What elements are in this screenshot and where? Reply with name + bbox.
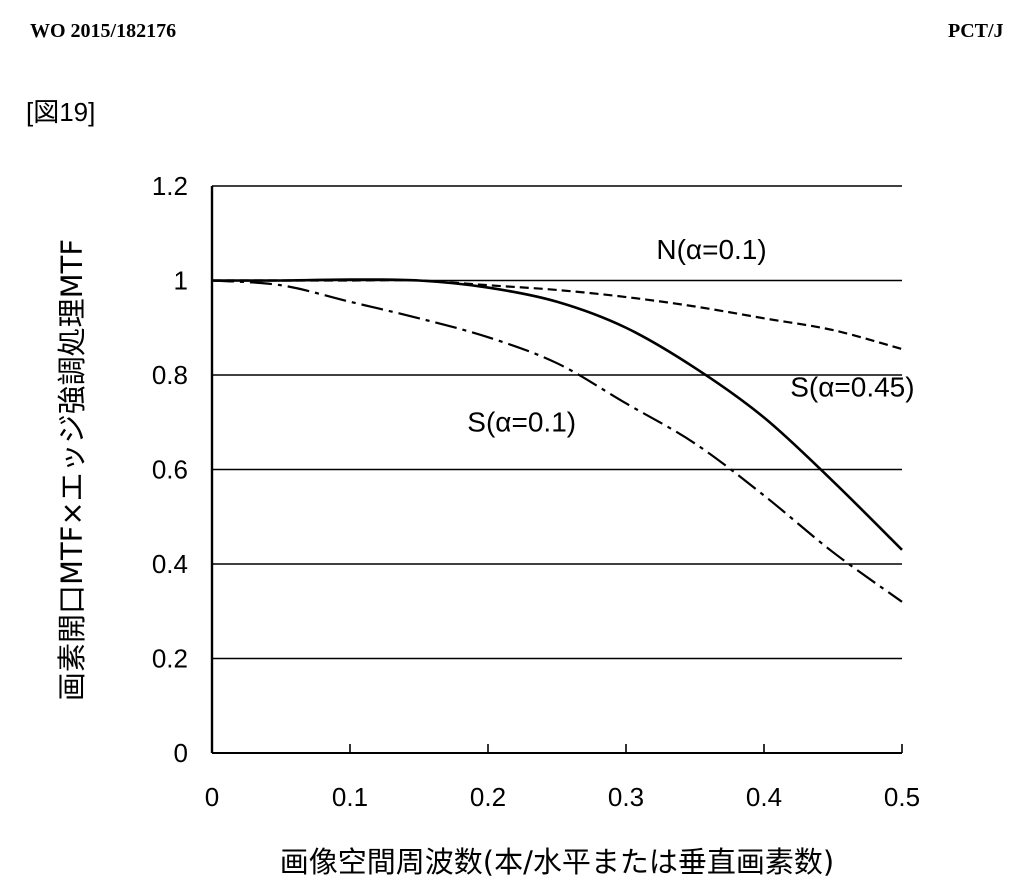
series-line-3 <box>211 279 903 603</box>
x-tick-label: 0.5 <box>884 782 920 812</box>
series-line-2 <box>211 278 903 551</box>
annotations: N(α=0.1) S(α=0.45) S(α=0.1) <box>467 234 914 437</box>
series-annotation-2: S(α=0.45) <box>790 371 914 402</box>
series-lines <box>211 278 903 603</box>
y-tick-label: 1 <box>174 266 188 296</box>
y-tick-label: 0.4 <box>152 549 188 579</box>
y-tick-label: 0.2 <box>152 644 188 674</box>
grid-lines <box>212 185 902 660</box>
x-tick-label: 0.4 <box>746 782 782 812</box>
y-tick-label: 0.8 <box>152 360 188 390</box>
publication-number: WO 2015/182176 <box>30 20 177 42</box>
x-tick-label: 0.3 <box>608 782 644 812</box>
tick-labels: 0 0.1 0.2 0.3 0.4 0.5 0 0.2 0.4 0.6 0.8 1 1.2 <box>152 171 920 812</box>
x-tick-label: 0.2 <box>470 782 506 812</box>
application-number: PCT/J <box>948 20 1004 42</box>
x-tick-label: 0 <box>205 782 219 812</box>
y-tick-label: 0.6 <box>152 455 188 485</box>
x-tick-label: 0.1 <box>332 782 368 812</box>
y-tick-label: 0 <box>174 738 188 768</box>
y-tick-label: 1.2 <box>152 171 188 201</box>
series-line-1 <box>212 279 903 351</box>
x-axis-title: 画像空間周波数(本/水平または垂直画素数) <box>280 845 834 879</box>
figure-label: [図19] <box>26 97 96 127</box>
series-annotation-1: N(α=0.1) <box>656 234 766 265</box>
y-axis-title: 画素開口MTF×エッジ強調処理MTF <box>55 239 89 701</box>
series-annotation-3: S(α=0.1) <box>467 407 576 438</box>
